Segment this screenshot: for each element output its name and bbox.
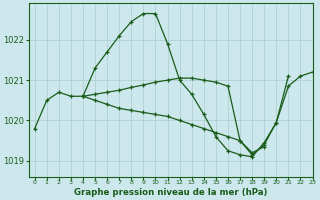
X-axis label: Graphe pression niveau de la mer (hPa): Graphe pression niveau de la mer (hPa) [74,188,267,197]
